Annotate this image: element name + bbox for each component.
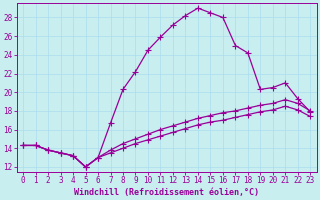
X-axis label: Windchill (Refroidissement éolien,°C): Windchill (Refroidissement éolien,°C) (74, 188, 259, 197)
